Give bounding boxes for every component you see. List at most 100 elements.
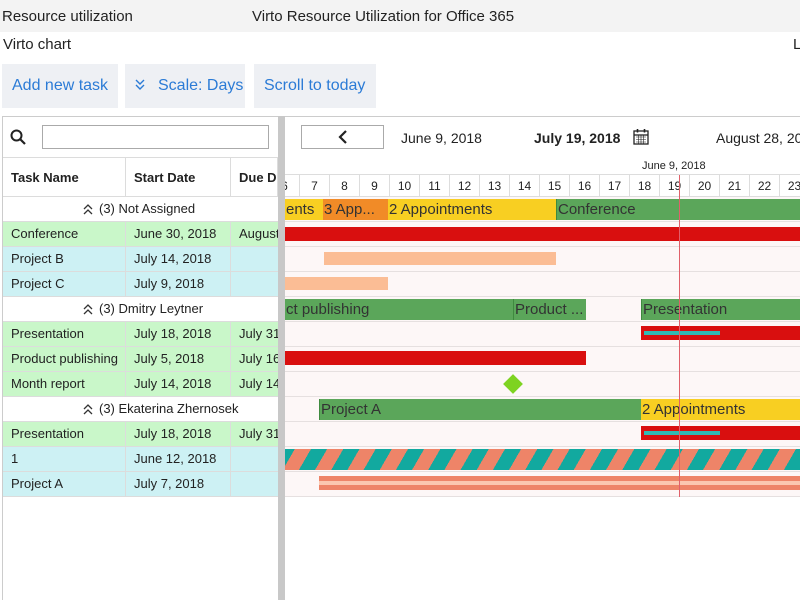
task-bar[interactable] — [285, 351, 586, 365]
chevron-icon — [135, 79, 145, 90]
day-label: 19 — [659, 175, 689, 197]
task-bar[interactable] — [285, 277, 388, 290]
due-date — [231, 247, 278, 271]
task-row[interactable]: Project B July 14, 2018 — [3, 247, 278, 272]
scroll-today-button[interactable]: Scroll to today — [254, 64, 376, 108]
task-bar[interactable] — [285, 449, 800, 470]
next-date[interactable]: August 28, 20 — [716, 130, 800, 146]
top-bar — [0, 0, 800, 32]
task-row[interactable]: 1 June 12, 2018 — [3, 447, 278, 472]
current-date[interactable]: July 19, 2018 — [534, 130, 621, 146]
group-bar[interactable]: 2 Appointments — [641, 399, 800, 420]
task-name: Project C — [3, 272, 126, 296]
task-bar[interactable] — [641, 426, 800, 440]
task-row[interactable]: Presentation July 18, 2018 July 31 — [3, 322, 278, 347]
day-label: 15 — [539, 175, 569, 197]
column-header: Task Name — [3, 158, 126, 197]
task-row[interactable]: Project A July 7, 2018 — [3, 472, 278, 497]
page-title: Resource utilization — [2, 8, 133, 25]
start-date: July 14, 2018 — [126, 247, 231, 271]
task-row[interactable]: Project C July 9, 2018 — [3, 272, 278, 297]
column-header: Start Date — [126, 158, 231, 197]
group-row[interactable]: (3) Not Assigned — [3, 197, 278, 222]
group-bar[interactable]: Conference — [556, 199, 800, 220]
task-name: Presentation — [3, 422, 126, 446]
day-label: 17 — [599, 175, 629, 197]
scale-label: June 9, 2018 — [642, 160, 706, 172]
task-name: 1 — [3, 447, 126, 471]
start-date: July 18, 2018 — [126, 422, 231, 446]
search-input[interactable] — [42, 125, 269, 149]
task-name: Project B — [3, 247, 126, 271]
due-date: August — [239, 226, 278, 241]
timeline: June 9, 2018 July 19, 2018 August 28, 20 Ju… — [285, 117, 800, 600]
progress-bar[interactable] — [319, 481, 800, 485]
due-date: July 31 — [239, 326, 278, 341]
prev-icon — [337, 130, 347, 144]
group-label: (3) Dmitry Leytner — [99, 301, 204, 316]
scale-button[interactable]: Scale: Days — [125, 64, 245, 108]
prev-button[interactable] — [301, 125, 384, 149]
calendar-icon[interactable] — [633, 128, 649, 148]
task-row[interactable]: Conference June 30, 2018 August — [3, 222, 278, 247]
day-label: 16 — [569, 175, 599, 197]
add-task-button[interactable]: Add new task — [2, 64, 118, 108]
due-date: July 14 — [239, 376, 278, 391]
group-bar[interactable]: ct publishing — [285, 299, 513, 320]
group-bar[interactable]: Project A — [319, 399, 641, 420]
prev-date[interactable]: June 9, 2018 — [401, 130, 482, 146]
grid-border — [2, 116, 3, 600]
group-bar[interactable]: ents — [285, 199, 323, 220]
grid-header: Task Name Start Date Due D — [3, 157, 278, 197]
search-icon[interactable] — [10, 129, 26, 145]
divider — [2, 116, 800, 117]
due-date — [231, 447, 278, 471]
day-label: 14 — [509, 175, 539, 197]
day-label: 22 — [749, 175, 779, 197]
group-bar[interactable]: 3 App... — [323, 199, 388, 220]
task-row[interactable]: Month report July 14, 2018 July 14 — [3, 372, 278, 397]
user-initial: L — [793, 36, 800, 53]
progress-bar[interactable] — [644, 431, 720, 435]
splitter[interactable] — [278, 116, 285, 600]
task-name: Project A — [3, 472, 126, 496]
start-date: July 9, 2018 — [126, 272, 231, 296]
group-label: (3) Not Assigned — [99, 201, 196, 216]
group-row[interactable]: (3) Ekaterina Zhernosek — [3, 397, 278, 422]
group-bar[interactable]: Presentation — [641, 299, 800, 320]
group-bar[interactable]: 2 Appointments — [388, 199, 556, 220]
collapse-icon[interactable] — [83, 304, 93, 316]
start-date: July 14, 2018 — [126, 372, 231, 396]
task-row[interactable]: Product publishing July 5, 2018 July 16 — [3, 347, 278, 372]
day-label: 8 — [329, 175, 359, 197]
start-date: July 5, 2018 — [126, 347, 231, 371]
task-name: Month report — [3, 372, 126, 396]
due-date: July 31 — [239, 426, 278, 441]
chart-name: Virto chart — [3, 36, 72, 53]
start-date: July 18, 2018 — [126, 322, 231, 346]
day-label: 11 — [419, 175, 449, 197]
task-bar[interactable] — [285, 227, 800, 241]
column-header: Due D — [231, 158, 278, 197]
group-bar[interactable]: Product ... — [513, 299, 586, 320]
task-row[interactable]: Presentation July 18, 2018 July 31 — [3, 422, 278, 447]
task-bar[interactable] — [641, 326, 800, 340]
task-name: Presentation — [3, 322, 126, 346]
day-label: 18 — [629, 175, 659, 197]
day-label: 21 — [719, 175, 749, 197]
app-name: Virto Resource Utilization for Office 36… — [252, 8, 515, 25]
start-date: July 7, 2018 — [126, 472, 231, 496]
day-label: 23 — [779, 175, 800, 197]
day-label: 10 — [389, 175, 419, 197]
group-row[interactable]: (3) Dmitry Leytner — [3, 297, 278, 322]
task-bar[interactable] — [324, 252, 556, 265]
collapse-icon[interactable] — [83, 204, 93, 216]
due-date — [231, 472, 278, 496]
due-date: July 16 — [239, 351, 278, 366]
task-name: Product publishing — [3, 347, 126, 371]
group-label: (3) Ekaterina Zhernosek — [99, 401, 239, 416]
day-label: 9 — [359, 175, 389, 197]
progress-bar[interactable] — [644, 331, 720, 335]
collapse-icon[interactable] — [83, 404, 93, 416]
